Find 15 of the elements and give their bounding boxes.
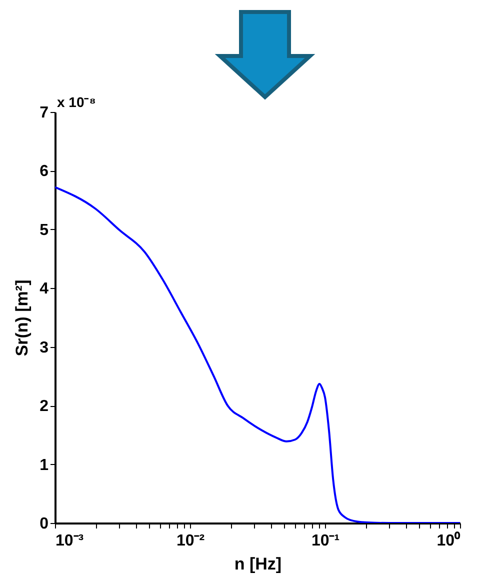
y-tick-label: 5	[40, 222, 49, 239]
y-axis-title: Sr(n) [m²]	[12, 280, 32, 356]
y-tick-label: 0	[40, 516, 49, 532]
y-tick-label: 6	[40, 163, 49, 180]
x-tick-label: 10⁻²	[176, 532, 205, 550]
y-tick-label: 2	[40, 398, 49, 416]
y-tick-label: 7	[40, 104, 49, 122]
x-tick-label: 10⁰	[436, 532, 460, 550]
y-tick-label: 1	[40, 456, 49, 474]
y-tick-label: 4	[40, 280, 49, 298]
x-axis-title: n [Hz]	[234, 554, 282, 574]
x-tick-label: 10⁻³	[56, 532, 84, 550]
x-tick-label: 10⁻¹	[311, 532, 340, 550]
y-tick-label: 3	[40, 339, 49, 356]
text: x 10⁻⁸	[57, 94, 96, 110]
